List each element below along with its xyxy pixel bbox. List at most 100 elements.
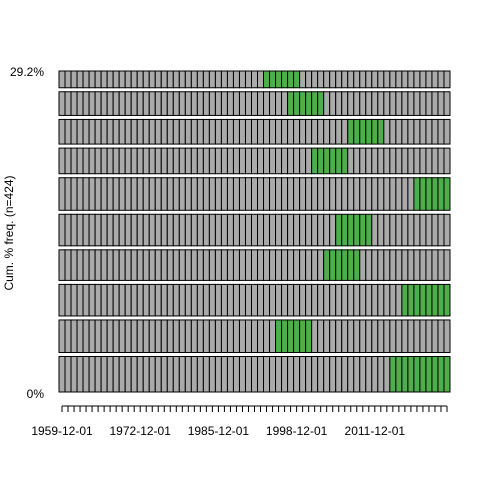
cell bbox=[305, 177, 313, 211]
cell bbox=[172, 319, 180, 353]
highlight-cell bbox=[353, 213, 361, 247]
cell bbox=[148, 213, 156, 247]
cell bbox=[305, 356, 313, 393]
cell bbox=[244, 283, 252, 317]
cell bbox=[431, 319, 439, 353]
highlight-cell bbox=[341, 249, 349, 281]
cell bbox=[395, 177, 403, 211]
cell bbox=[329, 177, 337, 211]
cell bbox=[148, 249, 156, 281]
cell bbox=[178, 118, 186, 145]
cell bbox=[263, 91, 271, 116]
cell bbox=[269, 147, 277, 175]
cell bbox=[443, 70, 451, 89]
cell bbox=[148, 70, 156, 89]
cell bbox=[166, 147, 174, 175]
cell bbox=[383, 213, 391, 247]
cell bbox=[118, 118, 126, 145]
cell bbox=[88, 91, 96, 116]
cell bbox=[389, 91, 397, 116]
cell bbox=[425, 147, 433, 175]
cell bbox=[148, 356, 156, 393]
cell bbox=[431, 213, 439, 247]
cell bbox=[323, 356, 331, 393]
cell bbox=[250, 213, 259, 247]
cell bbox=[419, 213, 427, 247]
cell bbox=[281, 91, 289, 116]
cell bbox=[413, 319, 421, 353]
cell bbox=[287, 283, 295, 317]
cell bbox=[293, 118, 301, 145]
cell bbox=[178, 319, 186, 353]
x-tick-label: 1959-12-01 bbox=[31, 424, 93, 438]
cell bbox=[112, 70, 120, 89]
cell bbox=[238, 283, 246, 317]
cell bbox=[136, 118, 144, 145]
cell bbox=[142, 147, 150, 175]
cell bbox=[64, 249, 72, 281]
cell bbox=[202, 356, 210, 393]
cell bbox=[329, 70, 337, 89]
cell bbox=[275, 249, 283, 281]
cell bbox=[124, 118, 132, 145]
highlight-cell bbox=[299, 319, 307, 353]
cell bbox=[160, 118, 168, 145]
cell bbox=[130, 319, 138, 353]
cell bbox=[184, 283, 192, 317]
cell bbox=[371, 249, 379, 281]
cell bbox=[365, 283, 373, 317]
cell bbox=[142, 118, 150, 145]
cell bbox=[214, 177, 222, 211]
cell bbox=[401, 91, 409, 116]
cell bbox=[347, 356, 355, 393]
x-tick-label: 2011-12-01 bbox=[345, 424, 406, 438]
cell bbox=[88, 213, 96, 247]
cell bbox=[130, 249, 138, 281]
cell bbox=[58, 319, 66, 353]
cell bbox=[88, 177, 96, 211]
highlight-cell bbox=[347, 118, 355, 145]
cell bbox=[287, 147, 295, 175]
cell bbox=[124, 147, 132, 175]
cell bbox=[401, 70, 409, 89]
cell bbox=[275, 91, 283, 116]
cell bbox=[244, 177, 252, 211]
cell bbox=[226, 91, 234, 116]
cell bbox=[142, 283, 150, 317]
cell bbox=[244, 118, 252, 145]
cell bbox=[431, 91, 439, 116]
cell bbox=[353, 177, 361, 211]
cell bbox=[317, 118, 325, 145]
x-tick-label: 1998-12-01 bbox=[266, 424, 328, 438]
cell bbox=[238, 70, 246, 89]
cell bbox=[166, 213, 174, 247]
cell bbox=[154, 213, 162, 247]
cell bbox=[166, 249, 174, 281]
cell bbox=[100, 319, 108, 353]
cell bbox=[263, 319, 271, 353]
cell bbox=[106, 118, 114, 145]
cell bbox=[100, 70, 108, 89]
cell bbox=[425, 118, 433, 145]
cell bbox=[395, 118, 403, 145]
cell bbox=[250, 319, 259, 353]
cell bbox=[106, 147, 114, 175]
cell bbox=[208, 147, 216, 175]
cell bbox=[389, 177, 397, 211]
cell bbox=[208, 213, 216, 247]
cell bbox=[353, 147, 361, 175]
cell bbox=[437, 118, 445, 145]
cell bbox=[377, 177, 385, 211]
cell bbox=[263, 213, 271, 247]
cell bbox=[208, 177, 216, 211]
cell bbox=[244, 249, 252, 281]
cell bbox=[184, 356, 192, 393]
cell bbox=[106, 356, 114, 393]
cell bbox=[160, 147, 168, 175]
cell bbox=[287, 213, 295, 247]
highlight-cell bbox=[353, 118, 361, 145]
cell bbox=[214, 356, 222, 393]
cell bbox=[58, 213, 66, 247]
cell bbox=[136, 283, 144, 317]
cell bbox=[94, 356, 102, 393]
